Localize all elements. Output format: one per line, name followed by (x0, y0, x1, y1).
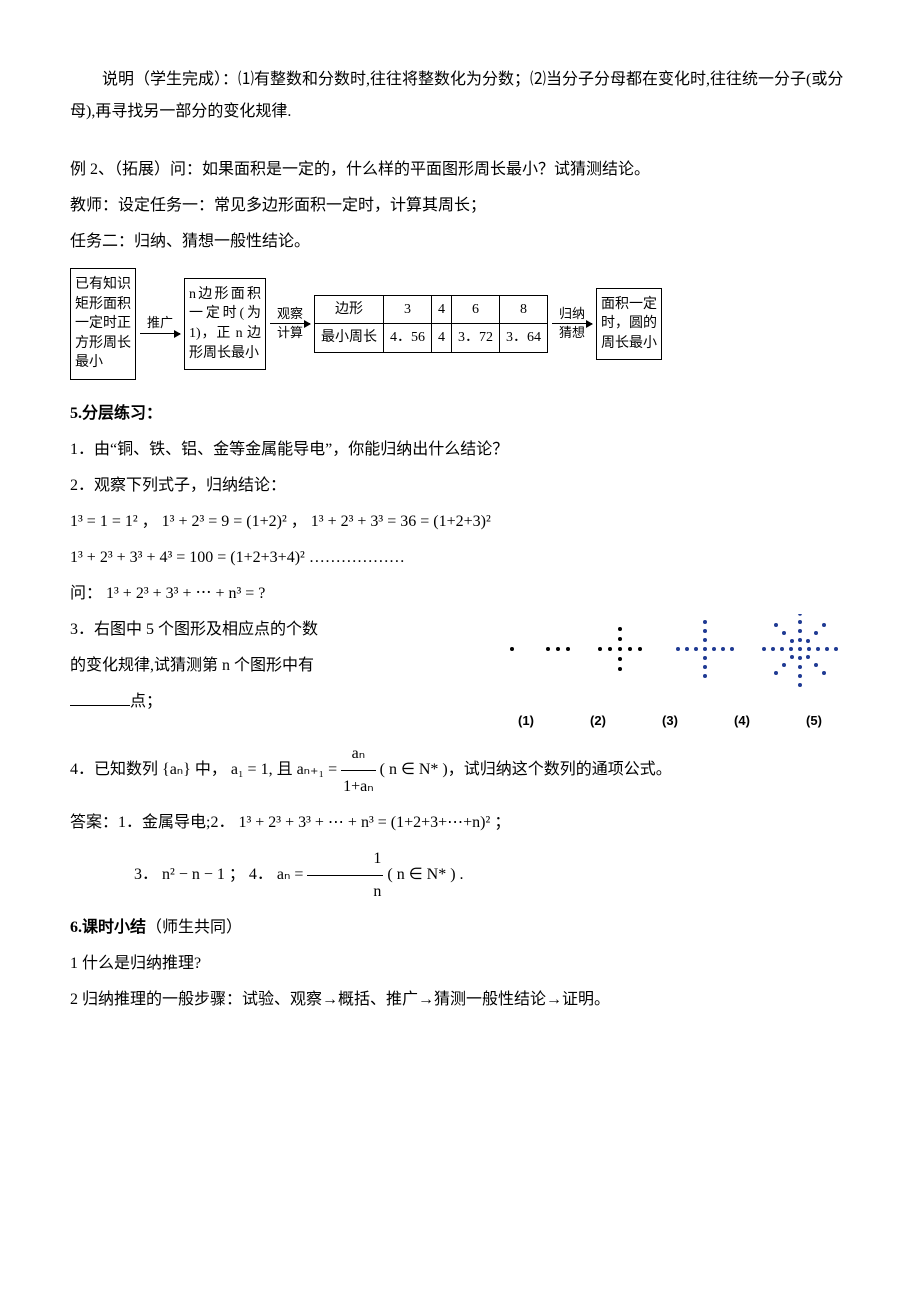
fig-label-2: (2) (590, 708, 606, 734)
blank-fill[interactable] (70, 705, 130, 706)
table-v1: 4 (432, 324, 452, 353)
q2: 2．观察下列式子，归纳结论： (70, 470, 850, 502)
dot-figures: (1) (2) (3) (4) (5) (490, 614, 850, 734)
ans4-den: n (307, 876, 383, 908)
arrow-label-3a: 归纳 (559, 305, 585, 323)
q4-frac: aₙ 1+aₙ (341, 738, 376, 803)
ans3-label: 3． (134, 866, 158, 883)
flow-box-4: 面积一定时，圆的周长最小 (596, 288, 662, 361)
flow-diagram: 已有知识矩形面积一定时正方形周长最小 推广 n边形面积一定时(为1)，正 n 边… (70, 268, 850, 380)
example2-line1: 例 2、（拓展）问：如果面积是一定的，什么样的平面图形周长最小？试猜测结论。 (70, 154, 850, 186)
arrow-label-1: 推广 (147, 314, 173, 332)
fig-label-4: (4) (734, 708, 750, 734)
dot-svg (490, 614, 850, 692)
fig-labels: (1) (2) (3) (4) (5) (490, 708, 850, 734)
answers-line1: 答案：1．金属导电;2． 1³ + 2³ + 3³ + ⋯ + n³ = (1+… (70, 807, 850, 839)
fig-label-5: (5) (806, 708, 822, 734)
ans4-frac: 1 n (307, 843, 383, 908)
eq-a: 1³ = 1 = 1² ， 1³ + 2³ = 9 = (1+2)² ， 1³ … (70, 506, 850, 538)
section6-title-after: （师生共同） (146, 919, 242, 936)
table-v2: 3．72 (452, 324, 500, 353)
q4-set: {aₙ} (162, 761, 191, 778)
eq-b: 1³ + 2³ + 3³ + 4³ = 100 = (1+2+3+4)² ………… (70, 542, 850, 574)
fig-label-3: (3) (662, 708, 678, 734)
ans2: 1³ + 2³ + 3³ + ⋯ + n³ = (1+2+3+⋯+n)² (238, 814, 490, 831)
q4-mid: 中， (195, 761, 227, 778)
eq-q: 问： 1³ + 2³ + 3³ + ⋯ + n³ = ? (70, 578, 850, 610)
arrow-label-3b: 猜想 (559, 324, 585, 342)
section6-title: 6.课时小结 (70, 919, 146, 936)
table-v3: 3．64 (500, 324, 548, 353)
intro-text: 说明（学生完成）：⑴有整数和分数时,往往将整数化为分数；⑵当分子分母都在变化时,… (70, 71, 843, 120)
q4: 4．已知数列 {aₙ} 中， a₁ = 1, 且 aₙ₊₁ = aₙ 1+aₙ … (70, 738, 850, 803)
q4-pre: 4．已知数列 (70, 761, 158, 778)
ans-pre: 答案：1．金属导电;2． (70, 814, 234, 831)
ans4-after: ( n ∈ N* ) . (387, 866, 463, 883)
q4-after: ( n ∈ N* )，试归纳这个数列的通项公式。 (380, 761, 672, 778)
table-h3: 6 (452, 295, 500, 324)
example2-line2: 教师：设定任务一：常见多边形面积一定时，计算其周长； (70, 190, 850, 222)
section6-title-row: 6.课时小结（师生共同） (70, 912, 850, 944)
table-r2-label: 最小周长 (315, 324, 384, 353)
example2-line3: 任务二：归纳、猜想一般性结论。 (70, 226, 850, 258)
sec6-l1: 1 什么是归纳推理? (70, 948, 850, 980)
flow-box-2: n边形面积一定时(为1)，正 n 边形周长最小 (184, 278, 266, 370)
flow-box-1: 已有知识矩形面积一定时正方形周长最小 (70, 268, 136, 380)
flow-arrow-2: 观察 计算 (270, 305, 310, 342)
sec6-l2: 2 归纳推理的一般步骤：试验、观察→概括、推广→猜测一般性结论→证明。 (70, 984, 850, 1016)
q1: 1．由“铜、铁、铝、金等金属能导电”，你能归纳出什么结论？ (70, 434, 850, 466)
polygon-table: 边形 3 4 6 8 最小周长 4．56 4 3．72 3．64 (314, 295, 548, 353)
ans4-lhs: aₙ = (277, 866, 304, 883)
q3c-text: 点； (130, 693, 162, 710)
section5-title: 5.分层练习： (70, 398, 850, 430)
intro-paragraph: 说明（学生完成）：⑴有整数和分数时,往往将整数化为分数；⑵当分子分母都在变化时,… (70, 64, 850, 128)
table-v0: 4．56 (384, 324, 432, 353)
q4-a1: a₁ = 1, 且 aₙ₊₁ = (231, 761, 337, 778)
table-h4: 8 (500, 295, 548, 324)
arrow-label-2a: 观察 (277, 305, 303, 323)
table-h2: 4 (432, 295, 452, 324)
table-h0: 边形 (315, 295, 384, 324)
answers-line2: 3． n² − n − 1 ； 4． aₙ = 1 n ( n ∈ N* ) . (70, 843, 850, 908)
table-h1: 3 (384, 295, 432, 324)
flow-arrow-1: 推广 (140, 314, 180, 333)
ans3: n² − n − 1 ； 4． (162, 866, 273, 883)
fig-label-1: (1) (518, 708, 534, 734)
q4-num: aₙ (341, 738, 376, 771)
flow-arrow-3: 归纳 猜想 (552, 305, 592, 342)
ans4-num: 1 (307, 843, 383, 876)
q4-den: 1+aₙ (341, 771, 376, 803)
arrow-label-2b: 计算 (277, 324, 303, 342)
